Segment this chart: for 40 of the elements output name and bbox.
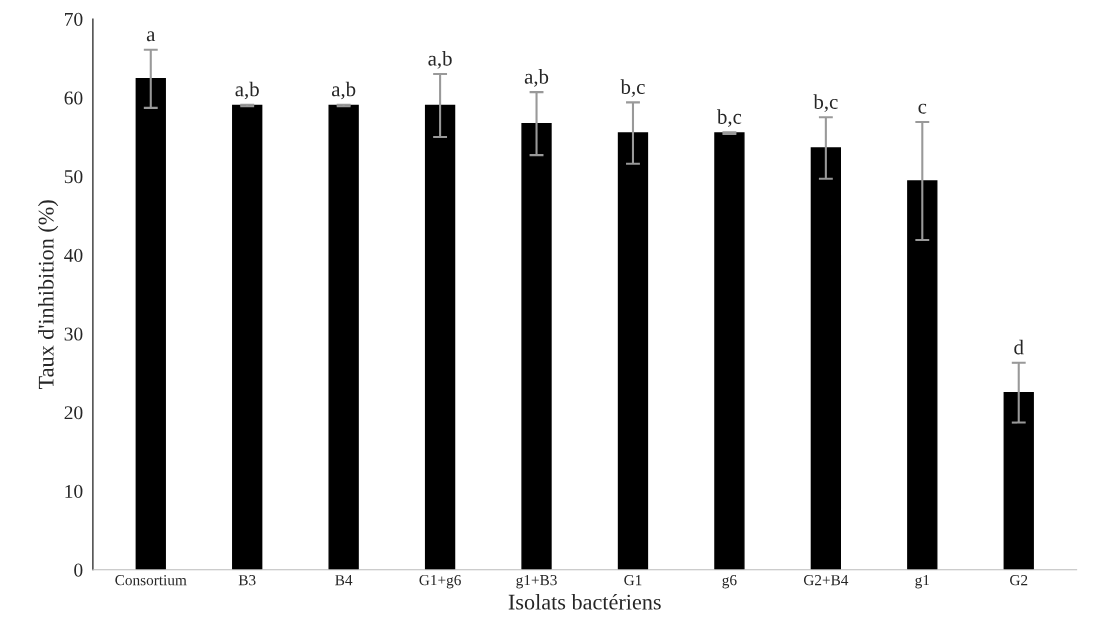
annotation: a xyxy=(146,31,156,42)
bar xyxy=(907,180,938,570)
x-tick-label: g6 xyxy=(722,575,737,589)
bar xyxy=(1003,391,1034,570)
y-tick-label: 50 xyxy=(64,170,83,184)
annotation: c xyxy=(918,103,927,114)
x-tick-label: B4 xyxy=(335,575,353,586)
y-tick-label: 0 xyxy=(74,563,83,577)
x-tick-label: g1 xyxy=(915,575,930,589)
annotation: b,c xyxy=(716,109,742,127)
x-tick-label: g1+B3 xyxy=(516,575,557,589)
annotation: d xyxy=(1014,339,1024,355)
y-tick-label: 10 xyxy=(65,484,83,498)
annotation: a,b xyxy=(235,81,259,100)
bar xyxy=(714,132,745,570)
annotation: a,b xyxy=(428,51,452,69)
x-axis-title: Isolats bactériens xyxy=(508,593,661,610)
x-tick-label: G2+B4 xyxy=(803,575,849,586)
bar xyxy=(135,78,166,570)
annotation: b,c xyxy=(813,94,838,112)
bar xyxy=(328,104,359,570)
x-tick-label: G2 xyxy=(1010,575,1028,586)
bar xyxy=(232,104,263,570)
y-axis-title: Taux d'inhibition (%) xyxy=(38,200,59,389)
annotation: a,b xyxy=(524,69,549,87)
x-tick-label: G1 xyxy=(624,575,642,586)
y-tick-label: 20 xyxy=(64,406,83,420)
y-tick-label: 70 xyxy=(65,12,83,26)
annotation: b,c xyxy=(620,79,645,97)
x-tick-label: B3 xyxy=(238,575,256,586)
bar xyxy=(810,147,842,570)
bar xyxy=(617,132,649,570)
x-tick-label: Consortium xyxy=(115,575,187,586)
bar xyxy=(521,122,552,570)
x-tick-label: G1+g6 xyxy=(419,575,461,589)
annotation: a,b xyxy=(331,81,356,100)
y-tick-label: 60 xyxy=(64,91,83,105)
y-tick-label: 40 xyxy=(64,248,83,262)
y-tick-label: 30 xyxy=(64,327,83,341)
bar xyxy=(424,104,456,570)
